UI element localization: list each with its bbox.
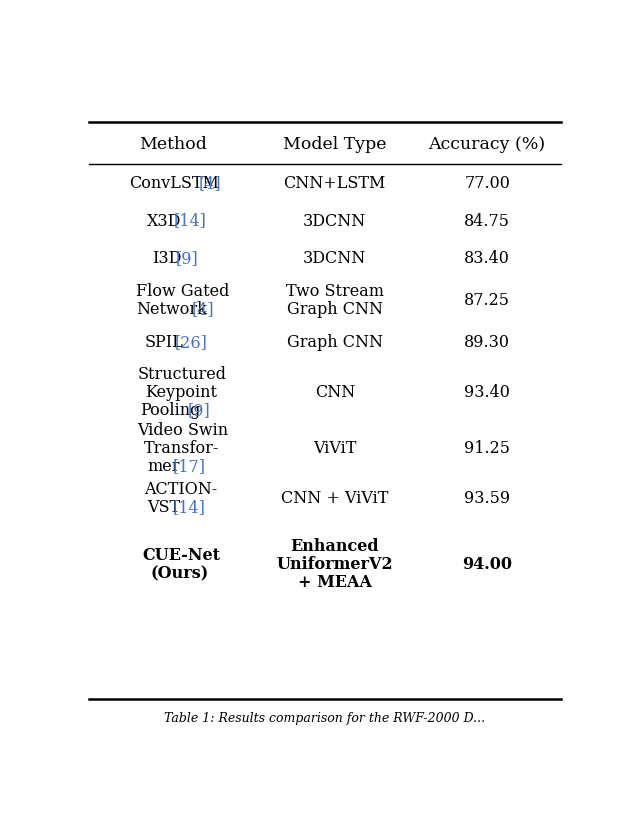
Text: + MEAA: + MEAA bbox=[298, 574, 372, 591]
Text: UniformerV2: UniformerV2 bbox=[276, 556, 393, 574]
Text: 94.00: 94.00 bbox=[462, 556, 512, 574]
Text: Transfor-: Transfor- bbox=[143, 440, 219, 457]
Text: 77.00: 77.00 bbox=[464, 175, 510, 193]
Text: 3DCNN: 3DCNN bbox=[303, 250, 366, 266]
Text: ViViT: ViViT bbox=[313, 440, 356, 457]
Text: VST: VST bbox=[147, 499, 180, 516]
Text: [17]: [17] bbox=[172, 458, 205, 475]
Text: Accuracy (%): Accuracy (%) bbox=[429, 136, 546, 153]
Text: ConvLSTM: ConvLSTM bbox=[129, 175, 219, 193]
Text: Video Swin: Video Swin bbox=[138, 422, 228, 439]
Text: [26]: [26] bbox=[175, 334, 208, 351]
Text: I3D: I3D bbox=[152, 250, 182, 266]
Text: 91.25: 91.25 bbox=[464, 440, 510, 457]
Text: 83.40: 83.40 bbox=[464, 250, 510, 266]
Text: SPIL: SPIL bbox=[145, 334, 184, 351]
Text: [4]: [4] bbox=[191, 301, 214, 319]
Text: Table 1: Results comparison for the RWF-2000 D...: Table 1: Results comparison for the RWF-… bbox=[164, 712, 486, 725]
Text: Graph CNN: Graph CNN bbox=[287, 301, 383, 319]
Text: Keypoint: Keypoint bbox=[145, 383, 217, 401]
Text: [9]: [9] bbox=[187, 402, 210, 418]
Text: Flow Gated: Flow Gated bbox=[136, 284, 230, 300]
Text: Graph CNN: Graph CNN bbox=[287, 334, 383, 351]
Text: 93.59: 93.59 bbox=[464, 490, 510, 507]
Text: CNN + ViViT: CNN + ViViT bbox=[281, 490, 389, 507]
Text: Network: Network bbox=[136, 301, 207, 319]
Text: Two Stream: Two Stream bbox=[286, 284, 384, 300]
Text: Pooling: Pooling bbox=[140, 402, 201, 418]
Text: 93.40: 93.40 bbox=[464, 383, 510, 401]
Text: Method: Method bbox=[139, 136, 207, 153]
Text: CNN+LSTM: CNN+LSTM bbox=[283, 175, 386, 193]
Text: [9]: [9] bbox=[175, 250, 198, 266]
Text: [14]: [14] bbox=[172, 499, 205, 516]
Text: CNN: CNN bbox=[314, 383, 355, 401]
Text: 87.25: 87.25 bbox=[464, 292, 510, 310]
Text: 84.75: 84.75 bbox=[464, 212, 510, 230]
Text: 89.30: 89.30 bbox=[464, 334, 510, 351]
Text: X3D: X3D bbox=[146, 212, 181, 230]
Text: ACTION-: ACTION- bbox=[144, 481, 217, 498]
Text: Structured: Structured bbox=[138, 366, 227, 383]
Text: (Ours): (Ours) bbox=[150, 565, 209, 583]
Text: CUE-Net: CUE-Net bbox=[143, 548, 221, 564]
Text: [4]: [4] bbox=[198, 175, 221, 193]
Text: mer: mer bbox=[147, 458, 179, 475]
Text: Enhanced: Enhanced bbox=[290, 539, 379, 555]
Text: Model Type: Model Type bbox=[283, 136, 387, 153]
Text: [14]: [14] bbox=[173, 212, 206, 230]
Text: 3DCNN: 3DCNN bbox=[303, 212, 366, 230]
